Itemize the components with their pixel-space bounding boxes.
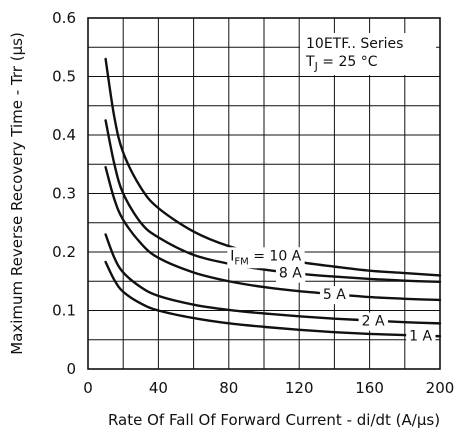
annotation-t: T [305,54,315,70]
x-tick-label: 200 [426,379,455,397]
x-tick-label: 120 [285,379,314,397]
y-tick-label: 0.4 [52,126,76,144]
x-axis-label: Rate Of Fall Of Forward Current - di/dt … [108,411,440,429]
tick-labels: 0 40 80 120 160 200 0 0.1 0.2 0.3 0.4 0.5 0.6 [52,9,454,397]
curve-label-text: 1 A [409,329,432,345]
x-tick-label: 40 [149,379,168,397]
annotation-t-value: = 25 °C [318,54,378,70]
curve-label-background [319,286,350,305]
curve-label-text: IFM = 10 A [230,248,301,267]
curve-label-background [406,327,436,346]
series-line [104,57,442,277]
curve-label: 5 A [319,286,350,305]
annotation-temperature: TJ = 25 °C [305,54,378,73]
y-tick-label: 0.1 [52,302,76,320]
curve-label-background [275,264,306,283]
curve-labels: IFM = 10 A8 A 5 A 2 A 1 A [227,247,436,346]
curve-label-background [227,247,305,269]
annotation-series-name: 10ETF.. Series [306,36,403,52]
series-line [104,260,442,338]
y-tick-label: 0.6 [52,9,76,27]
x-tick-label: 80 [219,379,238,397]
curve-label-text: 5 A [323,287,346,303]
curve-label-background [358,312,389,331]
series-line [104,165,442,302]
annotation-background [300,33,436,75]
y-tick-label: 0.3 [52,185,76,203]
curve-label-text: 8 A [279,266,302,282]
plot-frame [87,17,441,370]
y-tick-label: 0.5 [52,68,76,86]
curve-label: IFM = 10 A [227,247,305,269]
y-axis-label: Maximum Reverse Recovery Time - Trr (µs) [8,32,26,355]
annotation-t-subscript: J [314,60,318,73]
x-tick-label: 0 [83,379,93,397]
series-annotation: 10ETF.. Series TJ = 25 °C [300,33,436,75]
y-tick-label: 0.2 [52,243,76,261]
curves [104,57,442,338]
curve-label-text: 2 A [362,314,385,330]
curve-label: 1 A [406,327,436,346]
curve-label: 2 A [358,312,389,331]
y-tick-label: 0 [66,360,76,378]
x-tick-label: 160 [355,379,384,397]
curve-label: 8 A [275,264,306,283]
